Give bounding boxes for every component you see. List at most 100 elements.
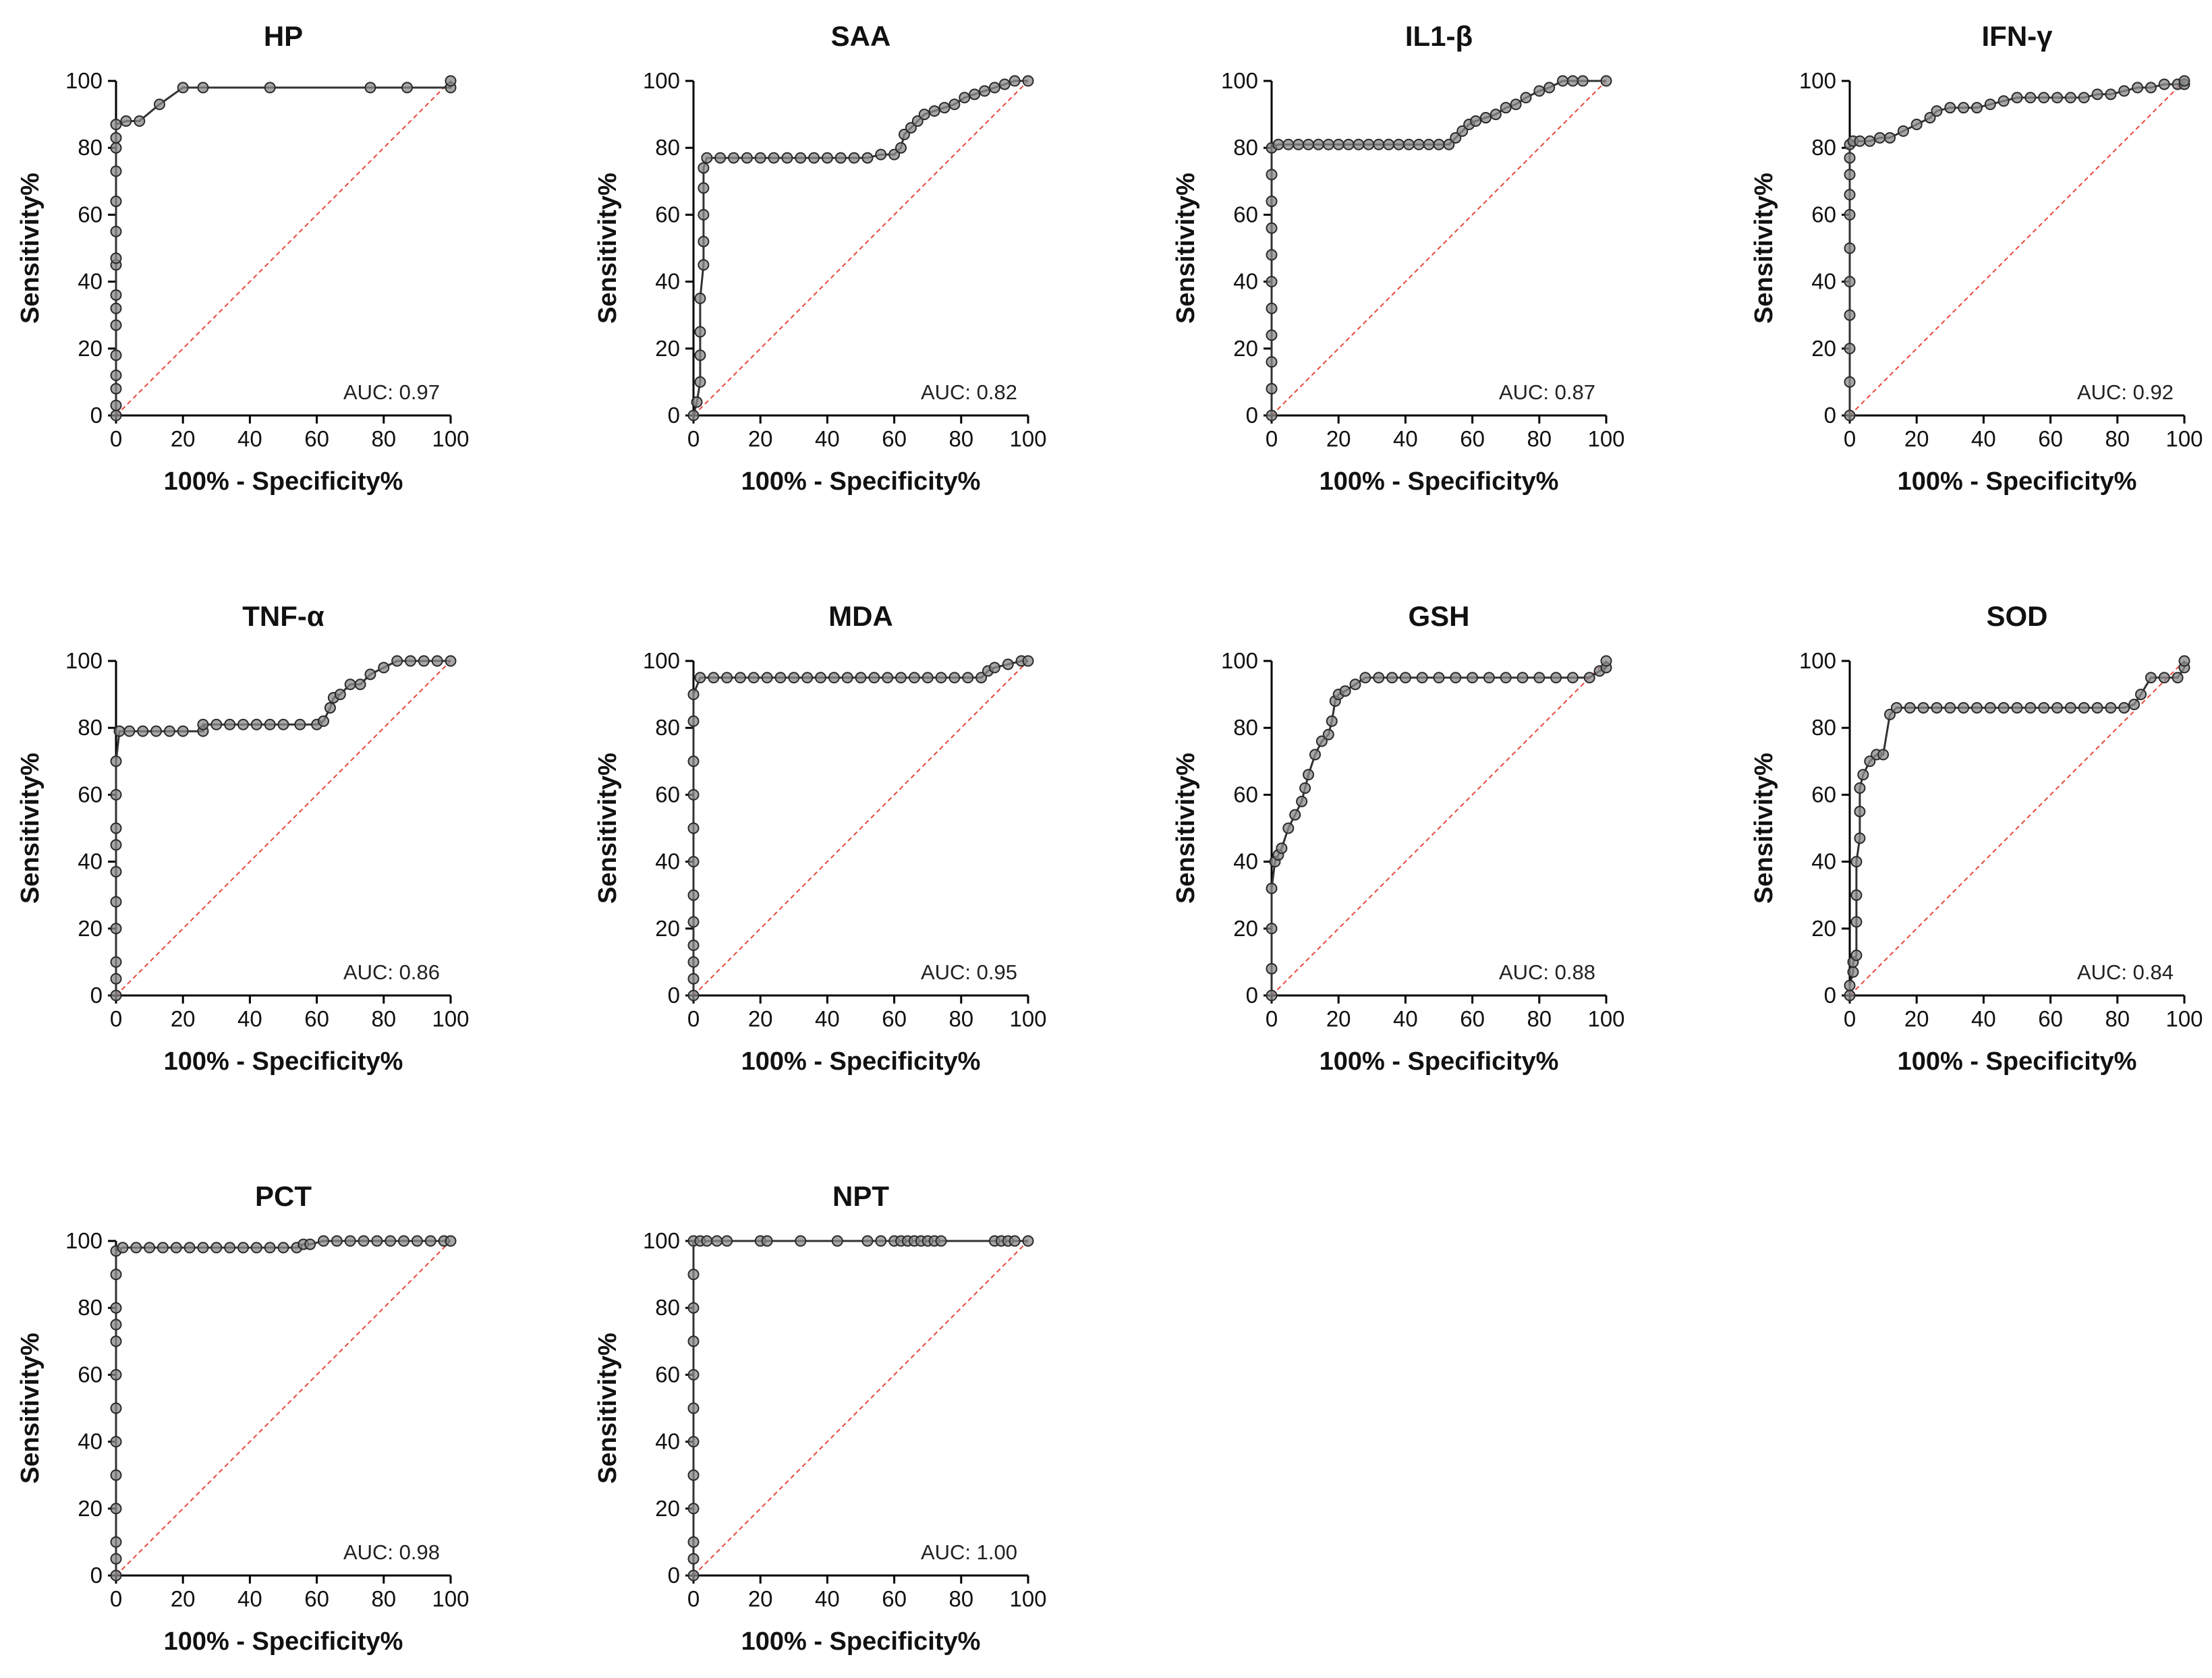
roc-point — [424, 1235, 436, 1247]
roc-panel-5: MDA 0 20 40 60 80 100 0 20 40 60 80 100 100% - Specif… — [594, 600, 1047, 1076]
y-tick-label: 0 — [1246, 983, 1258, 1008]
y-tick-label: 80 — [1811, 715, 1836, 740]
roc-point — [701, 1235, 713, 1247]
roc-point — [1844, 208, 1856, 221]
x-tick-label: 80 — [371, 1586, 396, 1611]
y-tick-label: 20 — [655, 1496, 680, 1521]
roc-point — [1266, 382, 1278, 395]
roc-point — [687, 989, 700, 1002]
roc-point — [2135, 689, 2147, 701]
roc-point — [1373, 672, 1385, 684]
roc-point — [1296, 795, 1308, 807]
x-tick-label: 60 — [882, 1586, 907, 1611]
roc-point — [1854, 832, 1866, 844]
roc-point — [1386, 672, 1398, 684]
roc-point — [364, 82, 376, 94]
roc-point — [1312, 138, 1324, 150]
roc-point — [2038, 92, 2050, 104]
roc-panel-4: TNF-α 0 20 40 60 80 100 0 20 40 60 80 100 100% - Spec… — [16, 600, 470, 1076]
roc-point — [1490, 109, 1502, 121]
roc-point — [110, 973, 122, 985]
x-axis-label: 100% - Specificity% — [1320, 467, 1559, 496]
auc-label: AUC: 0.86 — [343, 960, 440, 984]
roc-point — [687, 973, 700, 985]
y-tick-label: 100 — [1799, 68, 1836, 93]
roc-panel-7: SOD 0 20 40 60 80 100 0 20 40 60 80 100 100% - Specif… — [1750, 600, 2203, 1076]
roc-point — [962, 672, 974, 684]
reference-diagonal — [115, 80, 451, 416]
roc-point — [153, 98, 165, 111]
panel-title: SAA — [831, 20, 891, 52]
roc-point — [334, 689, 346, 701]
panel-title: PCT — [255, 1180, 312, 1212]
y-axis-label: Sensitivity% — [1172, 753, 1200, 904]
y-tick-label: 20 — [78, 1496, 103, 1521]
roc-point — [1266, 196, 1278, 208]
roc-point — [687, 1368, 700, 1381]
roc-point — [2158, 78, 2170, 90]
roc-point — [754, 152, 766, 164]
roc-point — [1847, 966, 1859, 978]
x-tick-label: 40 — [1393, 426, 1418, 451]
roc-point — [1332, 138, 1344, 150]
reference-diagonal — [693, 1240, 1029, 1576]
x-tick-label: 100 — [1587, 1006, 1624, 1031]
roc-point — [2078, 92, 2090, 104]
roc-point — [1917, 701, 1929, 714]
roc-point — [110, 896, 122, 908]
roc-point — [895, 672, 907, 684]
roc-point — [110, 1503, 122, 1515]
roc-point — [183, 1242, 196, 1254]
roc-point — [378, 662, 390, 674]
x-tick-label: 40 — [237, 426, 262, 451]
x-tick-label: 80 — [2105, 1006, 2130, 1031]
y-tick-label: 20 — [1811, 336, 1836, 361]
roc-point — [2051, 701, 2064, 714]
roc-point — [1844, 376, 1856, 388]
x-tick-label: 60 — [1460, 426, 1485, 451]
roc-point — [324, 701, 336, 714]
x-tick-label: 20 — [748, 1586, 773, 1611]
y-tick-label: 100 — [643, 68, 680, 93]
y-tick-label: 40 — [655, 269, 680, 294]
y-axis-label: Sensitivity% — [594, 753, 622, 904]
roc-point — [197, 718, 209, 730]
roc-panel-3: IFN-γ 0 20 40 60 80 100 0 20 40 60 80 100 100% - Spec… — [1750, 20, 2203, 496]
roc-panel-8: PCT 0 20 40 60 80 100 0 20 40 60 80 100 100% - Specif… — [16, 1180, 470, 1656]
x-tick-label: 80 — [2105, 426, 2130, 451]
roc-point — [1874, 132, 1886, 144]
roc-point — [1349, 678, 1361, 691]
roc-point — [1402, 138, 1415, 150]
roc-point — [110, 1553, 122, 1565]
auc-label: AUC: 0.92 — [2077, 380, 2174, 404]
roc-point — [1022, 1235, 1034, 1247]
roc-point — [875, 148, 887, 161]
x-tick-label: 60 — [304, 1006, 329, 1031]
y-tick-label: 20 — [655, 916, 680, 941]
roc-point — [144, 1242, 156, 1254]
roc-point — [698, 162, 710, 174]
roc-point — [1600, 655, 1612, 667]
roc-point — [868, 672, 880, 684]
roc-point — [698, 259, 710, 271]
y-tick-label: 20 — [1811, 916, 1836, 941]
roc-point — [708, 672, 720, 684]
roc-point — [110, 118, 122, 130]
roc-point — [224, 718, 236, 730]
x-tick-label: 40 — [815, 1006, 840, 1031]
roc-point — [210, 718, 223, 730]
roc-point — [1500, 672, 1512, 684]
roc-point — [938, 102, 951, 114]
roc-point — [1844, 242, 1856, 254]
roc-point — [1566, 672, 1579, 684]
roc-point — [1322, 138, 1334, 150]
y-axis-label: Sensitivity% — [16, 753, 45, 904]
roc-point — [137, 725, 149, 737]
roc-point — [828, 672, 840, 684]
roc-point — [1266, 302, 1278, 314]
roc-point — [418, 655, 430, 667]
roc-point — [2132, 82, 2144, 94]
roc-point — [741, 152, 753, 164]
roc-point — [110, 1368, 122, 1381]
roc-point — [110, 349, 122, 361]
